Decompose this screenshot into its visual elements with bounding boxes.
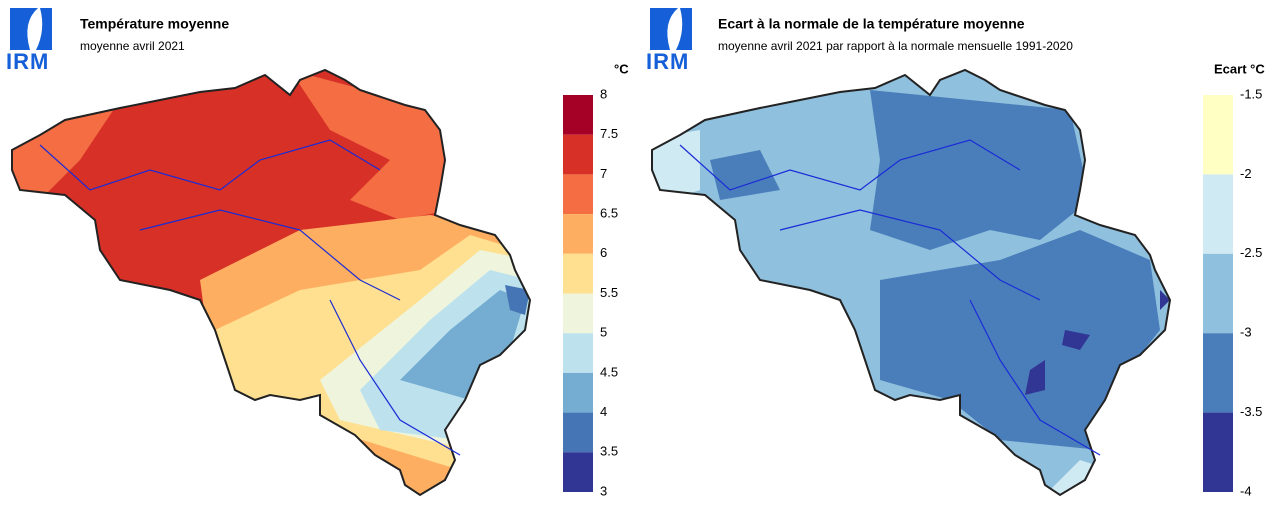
legend-label: 3.5 [600, 444, 618, 459]
subtitle: moyenne avril 2021 par rapport à la norm… [718, 39, 1073, 53]
legend-label: -3.5 [1240, 404, 1262, 419]
title: Température moyenne [80, 16, 229, 32]
legend-label: 7.5 [600, 126, 618, 141]
legend-label: 6 [600, 245, 607, 260]
legend-swatch [563, 253, 593, 294]
unit: °C [614, 61, 629, 76]
legend-label: -2 [1240, 166, 1252, 181]
legend-label: 4 [600, 404, 607, 419]
legend-swatch [1203, 253, 1233, 334]
title: Ecart à la normale de la température moy… [718, 16, 1025, 32]
legend-swatch [563, 174, 593, 215]
unit: Ecart °C [1214, 61, 1265, 76]
legend-label: 8 [600, 86, 607, 101]
legend-label: 5 [600, 325, 607, 340]
anomaly-map [652, 70, 1170, 495]
legend-swatch [1203, 174, 1233, 254]
temperature-map [12, 70, 530, 495]
legend-swatch [563, 333, 593, 373]
legend-label: -2.5 [1240, 245, 1262, 260]
legend-label: 3 [600, 483, 607, 498]
subtitle: moyenne avril 2021 [80, 39, 185, 53]
legend-label: 6.5 [600, 206, 618, 221]
legend-label: 5.5 [600, 285, 618, 300]
logo-text: IRM [646, 49, 689, 74]
legend-swatch [563, 134, 593, 175]
legend-swatch [563, 293, 593, 334]
legend-swatch [1203, 333, 1233, 413]
legend-swatch [563, 214, 593, 254]
logo: IRM [646, 8, 692, 74]
legend-label: 7 [600, 166, 607, 181]
legend-swatch [1203, 95, 1233, 175]
legend-swatch [563, 452, 593, 492]
legend-label: -1.5 [1240, 86, 1262, 101]
legend-label: -3 [1240, 325, 1252, 340]
logo-text: IRM [6, 49, 49, 74]
legend-label: 4.5 [600, 364, 618, 379]
legend-swatch [1203, 412, 1233, 492]
legend-swatch [563, 412, 593, 453]
legend-label: -4 [1240, 483, 1252, 498]
logo: IRM [6, 8, 52, 74]
legend-swatch [563, 372, 593, 413]
legend-swatch [563, 95, 593, 135]
